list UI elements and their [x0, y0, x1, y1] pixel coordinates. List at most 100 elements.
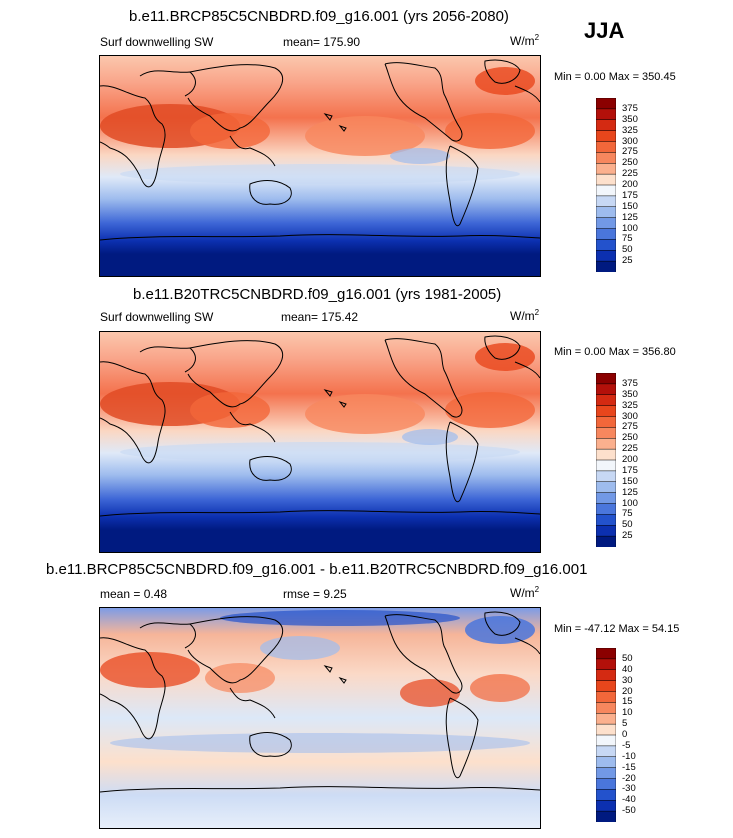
panel3-colorbar-svg: [596, 648, 616, 822]
panel3-colorbar-tick-label: -20: [622, 772, 636, 784]
panel2-colorbar-swatch: [596, 448, 616, 461]
panel1-colorbar-swatch: [596, 206, 616, 219]
panel3-map-svg: [100, 608, 540, 828]
panel1-colorbar-swatch: [596, 173, 616, 186]
panel2-colorbar-swatch: [596, 438, 616, 450]
panel3-colorbar-tick-label: -40: [622, 794, 636, 806]
panel3-colorbar-swatch: [596, 789, 616, 801]
panel2-colorbar-tick-label: 150: [622, 475, 638, 487]
panel1-title: b.e11.BRCP85C5CNBDRD.f09_g16.001 (yrs 20…: [129, 8, 509, 25]
panel3-colorbar-tick-label: 30: [622, 674, 633, 686]
panel2-variable: Surf downwelling SW: [100, 310, 214, 324]
panel1-map-svg: [100, 56, 540, 276]
panel2-colorbar-tick-label: 375: [622, 377, 638, 389]
panel3-colorbar-swatch: [596, 767, 616, 780]
panel1-colorbar-swatch: [596, 119, 616, 132]
panel2-colorbar-swatch: [596, 427, 616, 439]
panel1-colorbar-tick-label: 300: [622, 135, 638, 147]
panel1-colorbar-tick-label: 75: [622, 233, 633, 245]
panel2-colorbar-swatch: [596, 481, 616, 494]
panel2-colorbar-tick-label: 100: [622, 497, 638, 509]
panel2-colorbar-tick-label: 325: [622, 399, 638, 411]
panel1-colorbar: 375 350 325 300 275 250 225 200 175 150 125 100 75 50…: [596, 98, 676, 272]
panel3-colorbar-tick-label: 40: [622, 663, 633, 675]
panel3-units: W/m2: [510, 585, 539, 600]
panel3-colorbar-swatch: [596, 669, 616, 682]
panel3-colorbar-tick-label: -30: [622, 783, 636, 795]
panel3-map: [99, 607, 541, 829]
panel2-units-text: W/m: [510, 309, 535, 323]
panel3-colorbar-swatch: [596, 658, 616, 671]
panel1-colorbar-swatch: [596, 108, 616, 121]
panel3-colorbar-swatch: [596, 723, 616, 736]
panel2-map-svg: [100, 332, 540, 552]
panel2-colorbar-swatch: [596, 503, 616, 516]
panel2-map: [99, 331, 541, 553]
panel1-colorbar-swatch: [596, 217, 616, 230]
panel1-colorbar-tick-label: 375: [622, 102, 638, 114]
panel3-colorbar-tick-label: -50: [622, 805, 636, 817]
panel3-colorbar-tick-label: -5: [622, 739, 631, 751]
panel1-colorbar-swatch: [596, 98, 616, 110]
panel3-colorbar-tick-label: 10: [622, 707, 633, 719]
panel1-colorbar-tick-label: 125: [622, 211, 638, 223]
panel1-colorbar-tick-label: 325: [622, 124, 638, 136]
panel1-colorbar-swatch: [596, 130, 616, 143]
panel3-colorbar-tick-label: 20: [622, 685, 633, 697]
panel2-colorbar-swatch: [596, 459, 616, 472]
panel2-colorbar-swatch: [596, 373, 616, 385]
panel3-colorbar-tick-label: 50: [622, 652, 633, 664]
panel2-colorbar-swatch: [596, 383, 616, 396]
panel3-colorbar-tick-label: -15: [622, 761, 636, 773]
panel1-colorbar-swatch: [596, 250, 616, 262]
panel1-colorbar-swatch: [596, 141, 616, 154]
panel2-minmax: Min = 0.00 Max = 356.80: [554, 346, 676, 358]
panel2-colorbar-tick-label: 175: [622, 464, 638, 476]
panel3-colorbar-swatch: [596, 713, 616, 725]
panel1-colorbar-swatch: [596, 228, 616, 241]
panel3-colorbar-tick-label: 0: [622, 729, 628, 740]
panel1-colorbar-tick-label: 50: [622, 244, 633, 256]
panel1-units-exp: 2: [534, 33, 540, 42]
panel2-units: W/m2: [510, 308, 539, 323]
panel3-colorbar-swatch: [596, 810, 616, 822]
panel2-colorbar-tick-label: 275: [622, 421, 638, 433]
panel3-colorbar-swatch: [596, 702, 616, 714]
panel3-title: b.e11.BRCP85C5CNBDRD.f09_g16.001 - b.e11…: [46, 561, 588, 578]
panel1-variable: Surf downwelling SW: [100, 35, 214, 49]
panel2-colorbar-swatch: [596, 470, 616, 483]
panel2-colorbar-swatch: [596, 405, 616, 418]
panel1-colorbar-svg: [596, 98, 616, 272]
panel3-minmax: Min = -47.12 Max = 54.15: [554, 623, 680, 635]
panel2-colorbar-tick-label: 300: [622, 410, 638, 422]
panel3-colorbar-swatch: [596, 745, 616, 758]
panel3-colorbar-swatch: [596, 734, 616, 747]
panel2-colorbar-swatch: [596, 514, 616, 526]
panel1-units: W/m2: [510, 33, 539, 48]
panel2-colorbar-swatch: [596, 535, 616, 547]
panel2-mean: mean= 175.42: [281, 310, 359, 324]
panel2-colorbar-swatch: [596, 492, 616, 505]
panel3-colorbar: 50 40 30 20 15 10 5 0 -5 -10 -15 -20 -30 -40 -50: [596, 648, 676, 822]
panel1-colorbar-tick-label: 200: [622, 179, 638, 190]
panel1-colorbar-tick-label: 175: [622, 189, 638, 201]
panel1-colorbar-tick-label: 350: [622, 113, 638, 125]
panel2-colorbar: 375 350 325 300 275 250 225 200 175 150 125 100 75 50…: [596, 373, 676, 547]
panel1-colorbar-tick-label: 250: [622, 157, 638, 169]
panel1-colorbar-tick-label: 225: [622, 168, 638, 180]
panel2-colorbar-swatch: [596, 416, 616, 429]
panel2-colorbar-tick-label: 50: [622, 519, 633, 531]
panel2-colorbar-svg: [596, 373, 616, 547]
panel3-colorbar-swatch: [596, 756, 616, 769]
panel3-mean: mean = 0.48: [100, 587, 168, 601]
panel1-colorbar-swatch: [596, 260, 616, 272]
panel2-colorbar-tick-label: 125: [622, 486, 638, 498]
panel1-colorbar-tick-label: 100: [622, 222, 638, 234]
panel2-colorbar-tick-label: 350: [622, 388, 638, 400]
panel1-colorbar-tick-label: 275: [622, 146, 638, 158]
panel2-colorbar-tick-label: 225: [622, 443, 638, 455]
panel3-units-text: W/m: [510, 586, 535, 600]
panel2-colorbar-tick-label: 200: [622, 454, 638, 465]
panel3-colorbar-tick-label: 5: [622, 718, 628, 730]
panel1-colorbar-swatch: [596, 239, 616, 251]
